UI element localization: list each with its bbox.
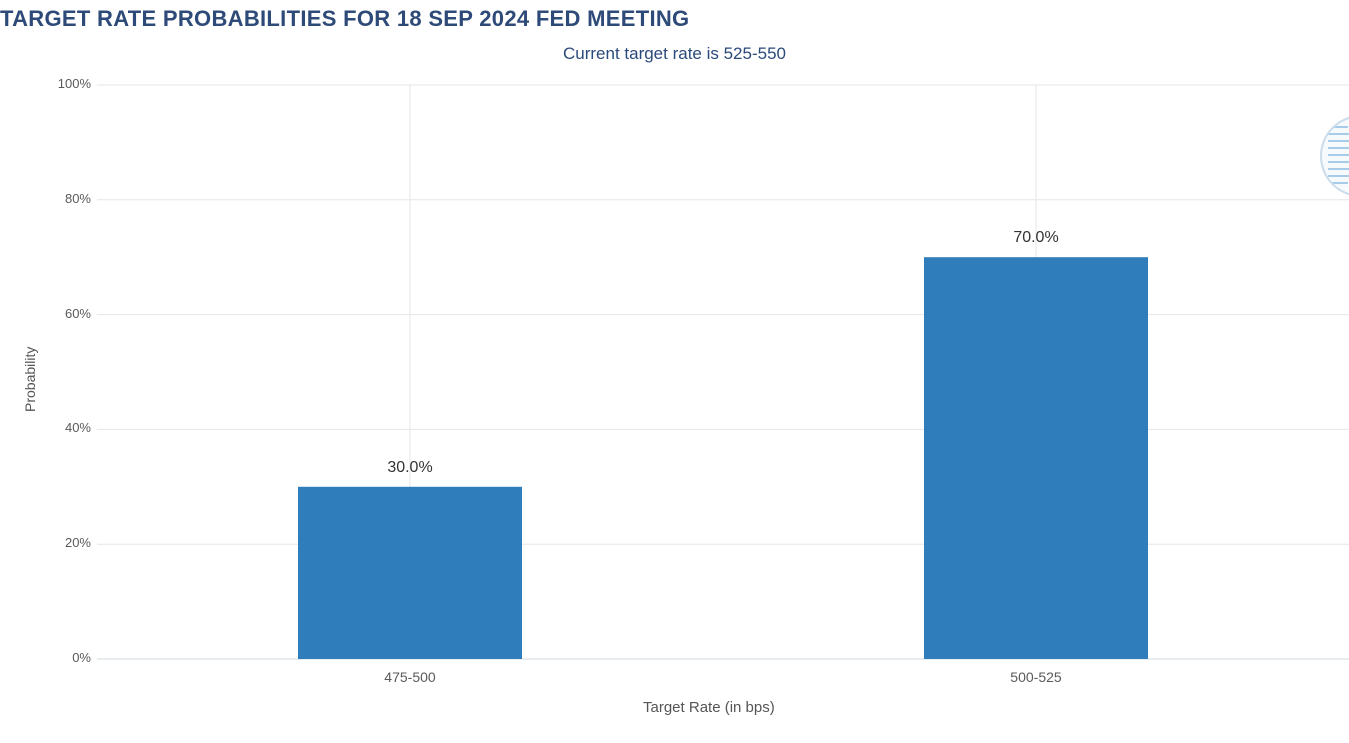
y-tick-label: 100% — [58, 76, 91, 91]
y-tick-label: 60% — [65, 306, 91, 321]
bar-chart: 0% 20% 40% 60% 80% 100% 30.0% 475-500 70.0% 500-5… — [0, 0, 1349, 743]
x-tick-label: 475-500 — [330, 669, 490, 685]
y-tick-label: 80% — [65, 191, 91, 206]
chart-canvas — [0, 0, 1349, 738]
x-tick-label: 500-525 — [956, 669, 1116, 685]
bar-value-label: 30.0% — [350, 459, 470, 477]
bar-value-label: 70.0% — [976, 229, 1096, 247]
x-axis-title: Target Rate (in bps) — [643, 699, 775, 716]
y-tick-label: 40% — [65, 420, 91, 435]
y-tick-label: 20% — [65, 535, 91, 550]
y-tick-label: 0% — [72, 650, 91, 665]
y-axis-title: Probability — [22, 347, 38, 412]
